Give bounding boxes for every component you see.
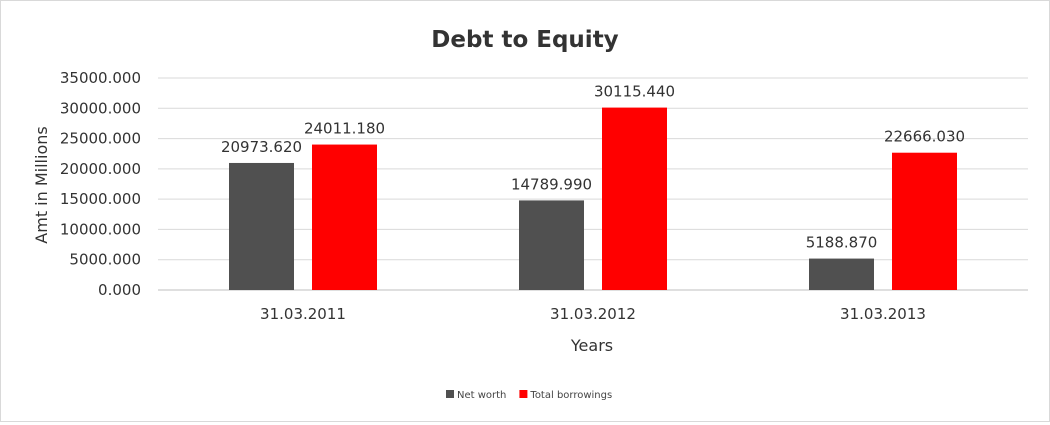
y-tick-label: 20000.000 [60,160,141,178]
data-label: 5188.870 [806,234,878,252]
y-axis-label: Amt in Millions [32,126,51,243]
bar-total-borrowings [312,144,377,290]
bar-net-worth [229,162,294,290]
data-label: 22666.030 [884,128,965,146]
y-tick-label: 25000.000 [60,130,141,148]
y-tick-label: 30000.000 [60,99,141,117]
bar-total-borrowings [892,152,957,290]
legend: Net worth Total borrowings [446,390,612,401]
y-tick-label: 0.000 [98,281,141,299]
data-label: 30115.440 [594,83,675,101]
legend-swatch [446,390,454,398]
bar-net-worth [809,258,874,290]
legend-label: Total borrowings [529,390,612,401]
x-axis-label: Years [570,336,613,355]
y-tick-label: 35000.000 [60,69,141,87]
bar-net-worth [519,200,584,290]
y-tick-label: 10000.000 [60,220,141,238]
legend-label: Net worth [457,390,506,401]
data-label: 20973.620 [221,138,302,156]
x-tick-label: 31.03.2012 [550,305,636,323]
y-tick-label: 15000.000 [60,190,141,208]
chart-title: Debt to Equity [431,27,618,53]
x-tick-label: 31.03.2011 [260,305,346,323]
data-label: 24011.180 [304,120,385,138]
bar-total-borrowings [602,107,667,290]
legend-swatch [519,390,528,398]
y-tick-label: 5000.000 [69,251,141,269]
x-tick-label: 31.03.2013 [840,305,926,323]
data-label: 14789.990 [511,175,592,193]
